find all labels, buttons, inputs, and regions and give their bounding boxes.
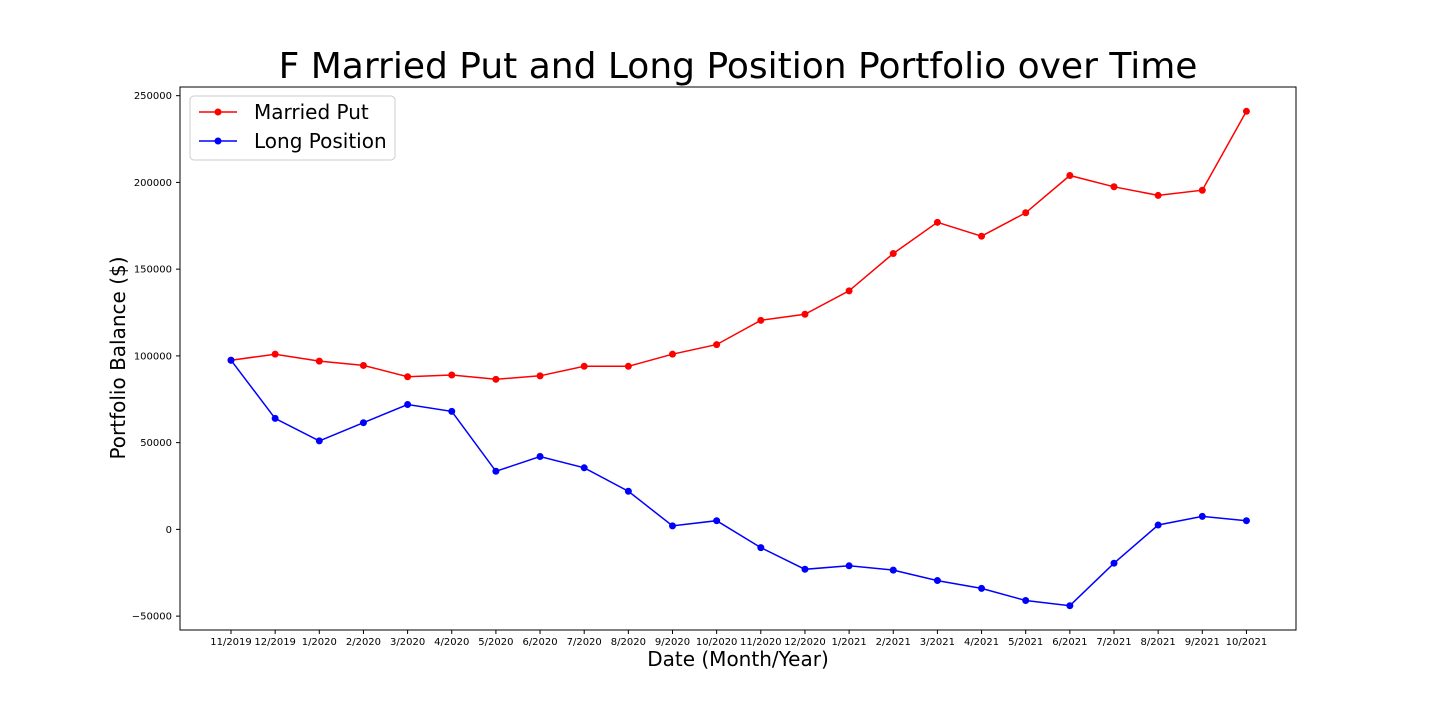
x-tick-label: 12/2019 [254,637,296,648]
data-point [1066,171,1074,179]
data-point [757,316,765,324]
y-axis-label: Portfolio Balance ($) [106,256,130,459]
x-tick-label: 11/2020 [740,637,782,648]
x-tick-label: 2/2021 [876,637,911,648]
y-tick-label: 100000 [134,351,172,362]
data-point [1022,209,1030,217]
data-point [448,371,456,379]
data-point [536,453,544,461]
data-point [1242,517,1250,525]
data-point [978,232,986,240]
x-tick-label: 4/2021 [964,637,999,648]
x-tick-label: 1/2021 [832,637,867,648]
data-point [713,517,721,525]
y-tick-label: 50000 [140,438,172,449]
x-tick-label: 7/2021 [1096,637,1131,648]
data-point [933,218,941,226]
data-point [1242,107,1250,115]
data-point [889,566,897,574]
data-point [669,522,676,530]
data-point [1198,512,1206,520]
data-point [1154,191,1162,199]
data-point [801,565,809,573]
x-tick-label: 2/2020 [346,637,381,648]
y-tick-label: 200000 [134,178,172,189]
x-axis: 11/2019 12/2019 1/2020 2/2020 3/2020 4/2020 5/… [210,630,1267,648]
x-tick-label: 10/2020 [696,637,738,648]
x-tick-label: 8/2020 [611,637,646,648]
data-point [624,362,632,370]
x-tick-label: 8/2021 [1141,637,1176,648]
y-tick-label: 0 [166,525,172,536]
x-tick-label: 5/2020 [478,637,513,648]
data-point [933,577,941,585]
data-point [889,250,897,258]
data-point [315,437,323,445]
y-tick-label: −50000 [132,612,172,623]
data-point [845,287,853,295]
data-point [580,464,588,472]
x-axis-label: Date (Month/Year) [647,647,829,671]
data-point [404,373,412,381]
x-tick-label: 3/2020 [390,637,425,648]
data-point [624,487,632,495]
data-point [359,419,367,427]
x-tick-label: 3/2021 [920,637,955,648]
data-point [359,361,367,369]
data-point [227,356,235,364]
data-point [713,341,721,349]
data-point [536,372,544,380]
data-point [315,357,323,365]
series-layer [227,107,1250,610]
data-point [448,407,456,415]
chart-title: F Married Put and Long Position Portfoli… [279,46,1198,87]
series-line-1 [230,359,1247,607]
data-point [1110,559,1118,567]
x-tick-label: 1/2020 [302,637,337,648]
x-tick-label: 12/2020 [784,637,826,648]
data-point [1154,521,1162,529]
data-point [1110,183,1118,191]
x-tick-label: 6/2020 [522,637,557,648]
data-point [845,562,853,570]
legend-box [189,95,396,161]
data-point [271,350,279,358]
data-point [1022,597,1030,605]
data-point [978,584,986,592]
data-point [1066,602,1074,610]
data-point [492,467,500,475]
y-tick-label: 150000 [134,265,172,276]
legend-label-0: Married Put [254,100,369,124]
data-point [492,375,500,383]
x-tick-label: 6/2021 [1052,637,1087,648]
legend-marker-1 [214,137,222,145]
x-tick-label: 4/2020 [434,637,469,648]
data-point [757,544,765,552]
x-tick-label: 9/2021 [1185,637,1220,648]
y-tick-label: 250000 [134,91,172,102]
data-point [404,400,412,408]
x-tick-label: 10/2021 [1226,637,1268,648]
legend-label-1: Long Position [254,129,387,153]
x-tick-label: 11/2019 [210,637,252,648]
plot-area [179,86,1297,631]
x-tick-label: 7/2020 [567,637,602,648]
data-point [801,310,809,318]
x-tick-label: 9/2020 [655,637,690,648]
data-point [580,362,588,370]
data-point [1198,186,1206,194]
series-line-0 [230,110,1248,381]
x-tick-label: 5/2021 [1008,637,1043,648]
data-point [669,350,676,358]
data-point [271,414,279,422]
legend: Married Put Long Position [189,95,396,161]
y-axis: −50000 0 50000 100000 150000 200000 250000 [132,91,180,623]
legend-marker-0 [214,108,222,116]
